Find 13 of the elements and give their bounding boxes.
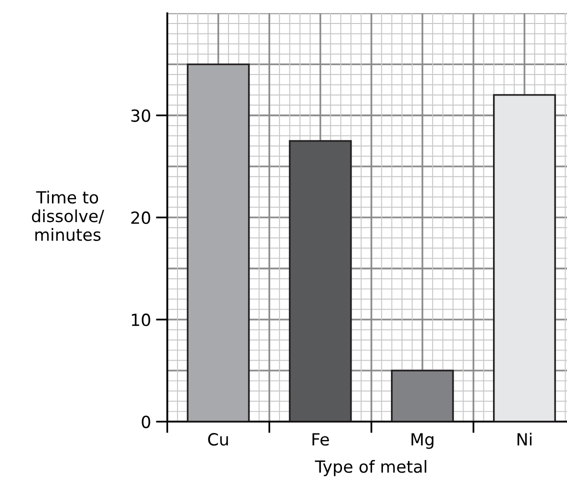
bar [288, 140, 352, 422]
y-tick-label: 30 [131, 109, 150, 122]
y-tick-label: 0 [142, 416, 150, 428]
x-tick-label: Fe [312, 433, 329, 446]
x-tick-label: Mg [412, 433, 434, 449]
y-axis-title: Time to dissolve/ minutes [32, 190, 104, 241]
y-tick-label: 10 [132, 314, 150, 326]
x-axis-title: Type of metal [314, 460, 426, 476]
bar [493, 94, 556, 422]
x-tick-label: Ni [518, 432, 532, 446]
bar [186, 63, 250, 422]
x-tick-label: Cu [208, 433, 228, 446]
y-tick-label: 20 [131, 211, 150, 224]
